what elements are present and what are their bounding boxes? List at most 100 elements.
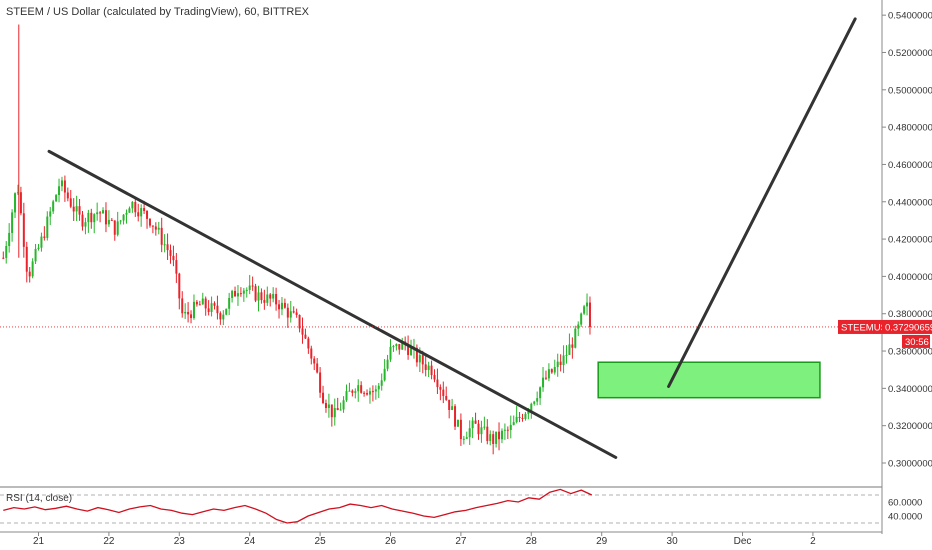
candle-body	[562, 355, 565, 366]
candle-body	[143, 208, 146, 211]
candle-body	[500, 430, 503, 440]
candle-body	[175, 260, 178, 274]
candle-body	[14, 193, 17, 213]
candle-body	[46, 216, 49, 238]
candle-body	[401, 341, 404, 350]
candle-body	[392, 346, 395, 348]
candle-body	[433, 375, 436, 380]
candle-body	[190, 314, 193, 319]
candle-body	[386, 359, 389, 369]
rsi-tick-label: 40.0000	[888, 512, 922, 523]
candle-body	[295, 312, 298, 315]
candle-body	[544, 377, 547, 379]
candle-body	[550, 369, 553, 373]
candle-body	[125, 212, 128, 215]
candle-body	[348, 390, 351, 392]
candle-body	[116, 221, 119, 235]
candle-body	[583, 306, 586, 314]
x-tick-label: 29	[596, 536, 608, 547]
candle-body	[395, 344, 398, 347]
x-tick-label: 22	[103, 536, 115, 547]
candle-body	[119, 220, 122, 222]
candle-body	[310, 348, 313, 359]
candle-body	[503, 429, 506, 431]
candle-body	[187, 311, 190, 315]
candle-body	[421, 355, 424, 365]
candle-body	[58, 186, 61, 196]
candle-body	[102, 210, 105, 214]
candle-body	[146, 210, 149, 219]
candle-body	[410, 348, 413, 355]
candle-body	[436, 379, 439, 388]
candle-body	[489, 434, 492, 441]
symbol-tag	[838, 319, 882, 334]
candle-body	[286, 307, 289, 318]
x-tick-label: 26	[385, 536, 397, 547]
candle-body	[128, 208, 131, 213]
candle-body	[239, 293, 242, 295]
candle-body	[169, 250, 172, 256]
candle-body	[418, 355, 421, 363]
candle-body	[5, 246, 8, 258]
candle-body	[377, 385, 380, 390]
candle-body	[345, 391, 348, 401]
candle-body	[518, 416, 521, 418]
candle-body	[37, 247, 40, 249]
candle-body	[389, 346, 392, 360]
candle-body	[269, 294, 272, 299]
candle-body	[31, 261, 34, 277]
rsi-title: RSI (14, close)	[6, 493, 73, 504]
candle-body	[66, 192, 69, 199]
candle-body	[160, 227, 163, 245]
candle-body	[137, 212, 140, 217]
candle-body	[75, 206, 78, 212]
candle-body	[110, 219, 113, 221]
candle-body	[330, 404, 333, 418]
x-tick-label: 28	[526, 536, 538, 547]
candle-body	[539, 387, 542, 399]
chart-title: STEEM / US Dollar (calculated by Trading…	[6, 6, 310, 18]
candle-body	[198, 304, 201, 306]
candle-body	[225, 308, 228, 315]
candle-body	[181, 298, 184, 314]
countdown-label: 30:56	[905, 337, 929, 348]
target-zone	[597, 361, 821, 399]
candle-body	[222, 314, 225, 320]
candle-body	[442, 389, 445, 396]
last-price-label: 0.37290659	[885, 322, 932, 333]
candle-body	[228, 297, 231, 309]
candle-body	[34, 248, 37, 262]
candle-body	[430, 365, 433, 376]
candle-body	[275, 293, 278, 305]
candle-body	[16, 192, 19, 194]
candle-body	[448, 399, 451, 410]
candle-body	[462, 438, 465, 440]
candle-body	[380, 380, 383, 386]
candle-body	[483, 426, 486, 428]
candle-body	[342, 400, 345, 410]
candle-body	[184, 311, 187, 314]
candle-body	[521, 417, 524, 419]
x-tick-label: 2	[810, 536, 816, 547]
candle-body	[207, 308, 210, 313]
candle-body	[234, 290, 237, 297]
candle-body	[292, 311, 295, 313]
candle-body	[49, 211, 52, 217]
candle-body	[28, 271, 31, 277]
candle-body	[427, 365, 430, 370]
candle-body	[72, 206, 75, 212]
candle-body	[542, 377, 545, 388]
candle-body	[530, 403, 533, 412]
candle-body	[151, 225, 154, 227]
candle-body	[280, 302, 283, 310]
